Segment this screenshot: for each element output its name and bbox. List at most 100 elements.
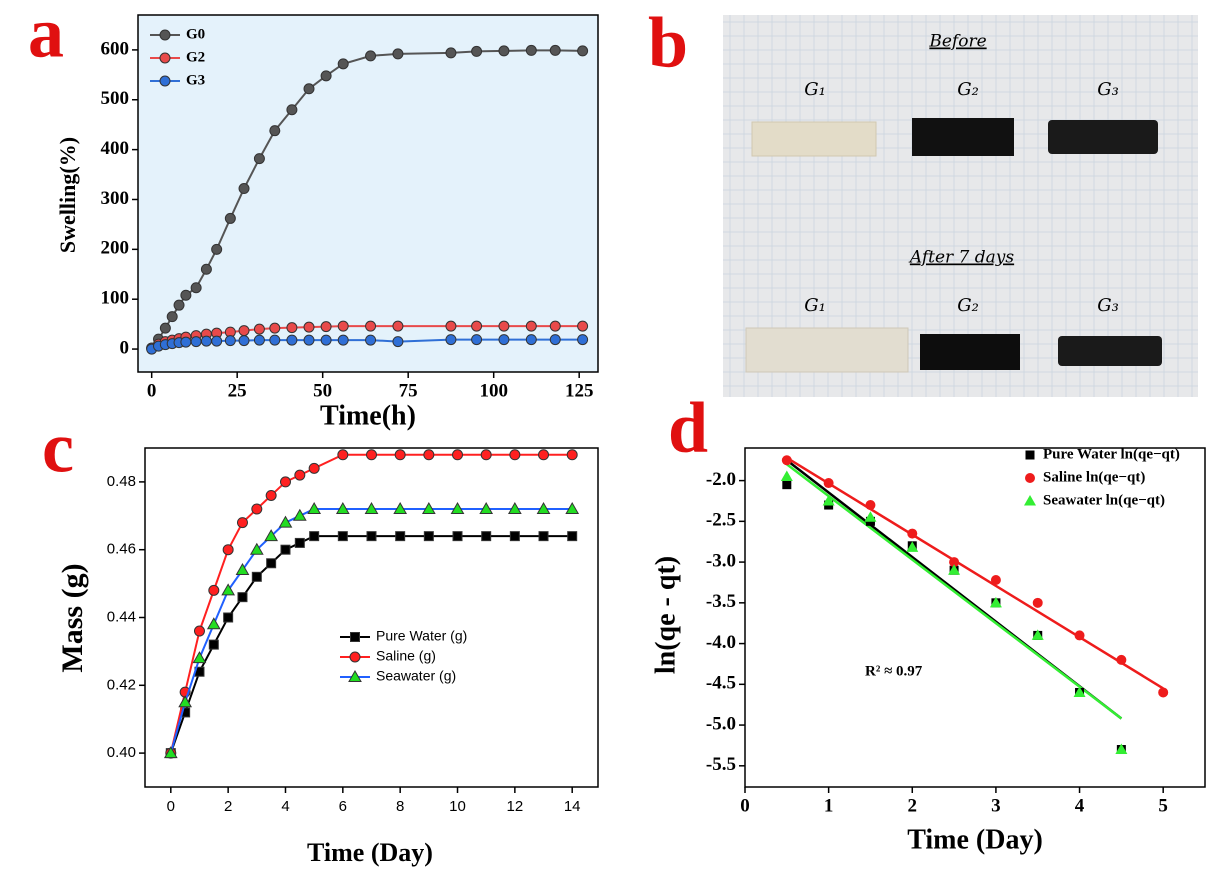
marker [471, 334, 483, 346]
marker [337, 58, 349, 70]
photo-panel: Before G₁ G₂ G₃ After 7 days G₁ G₂ G₃ [723, 15, 1198, 397]
marker [452, 449, 464, 461]
marker [265, 489, 277, 501]
photo-label: G₂ [957, 79, 979, 100]
plot-area [144, 447, 599, 788]
x-tick-label: 75 [399, 380, 418, 401]
marker [480, 449, 492, 461]
marker [253, 334, 265, 346]
marker [238, 335, 250, 347]
legend-marker [159, 52, 171, 64]
sample-strip [1048, 120, 1158, 154]
photo-title: After 7 days [908, 248, 1015, 268]
marker [190, 282, 202, 294]
marker [193, 625, 205, 637]
marker [235, 563, 250, 576]
x-axis-label: Time (Day) [907, 824, 1043, 855]
marker [577, 45, 589, 57]
marker [266, 558, 277, 569]
marker [1158, 687, 1169, 698]
marker [445, 47, 457, 59]
marker [549, 320, 561, 332]
marker [509, 449, 521, 461]
y-tick-label: -2.5 [706, 510, 736, 531]
marker [567, 531, 578, 542]
y-tick-label: 300 [101, 188, 130, 209]
photo-label: G₃ [1097, 295, 1119, 316]
marker [365, 50, 377, 62]
legend-marker [349, 651, 361, 663]
legend-label: Saline (g) [376, 648, 436, 664]
marker [780, 470, 793, 482]
y-tick-label: -4.5 [706, 673, 736, 694]
marker [365, 334, 377, 346]
marker [335, 502, 350, 515]
marker [421, 502, 436, 515]
panel-label: a [28, 0, 64, 73]
marker [221, 583, 236, 596]
x-tick-label: 2 [224, 798, 232, 815]
legend-marker [348, 669, 362, 682]
legend-marker [159, 29, 171, 41]
marker [238, 325, 250, 337]
marker [264, 529, 279, 542]
sample-strip [745, 327, 909, 373]
marker [392, 336, 404, 348]
marker [280, 544, 291, 555]
sample-strip [912, 118, 1014, 156]
x-tick-label: 2 [908, 795, 918, 816]
panel-label: b [648, 3, 688, 83]
marker [303, 321, 315, 333]
marker [365, 320, 377, 332]
marker [565, 502, 580, 515]
marker [309, 531, 320, 542]
marker [948, 564, 961, 575]
marker [294, 469, 306, 481]
legend-marker [1024, 495, 1036, 506]
marker [337, 449, 349, 461]
marker [251, 571, 262, 582]
marker [192, 651, 207, 664]
marker [471, 320, 483, 332]
marker [308, 462, 320, 474]
marker [251, 503, 263, 515]
x-tick-label: 10 [449, 798, 466, 815]
marker [949, 557, 960, 568]
marker [173, 299, 185, 311]
marker [320, 334, 332, 346]
y-tick-label: -4.0 [706, 632, 736, 653]
marker [423, 449, 435, 461]
marker [481, 531, 492, 542]
photo-label: G₁ [804, 295, 826, 316]
y-tick-label: -5.5 [706, 754, 736, 775]
marker [452, 531, 463, 542]
marker [392, 320, 404, 332]
x-tick-label: 0 [147, 380, 157, 401]
photo-title: Before [928, 32, 986, 52]
marker [224, 212, 236, 224]
y-tick-label: 0 [120, 337, 130, 358]
x-tick-label: 0 [167, 798, 175, 815]
chart: 0 2 4 6 8 10 12 14 0.40 0.42 0.44 0.46 0.48 Time (Day… [56, 447, 599, 867]
marker [366, 531, 377, 542]
marker [337, 334, 349, 346]
y-tick-label: 0.46 [107, 541, 136, 558]
x-axis-label: Time(h) [320, 400, 416, 431]
marker [445, 320, 457, 332]
legend-label: Pure Water (g) [376, 628, 467, 644]
legend-label: G2 [186, 49, 205, 65]
marker [238, 183, 250, 195]
legend-label: Seawater (g) [376, 668, 456, 684]
y-tick-label: 600 [101, 38, 130, 59]
sample-strip [751, 121, 877, 157]
marker [237, 592, 248, 603]
marker [498, 45, 510, 57]
marker [249, 542, 264, 555]
marker [566, 449, 578, 461]
legend-label: Saline ln(qe−qt) [1043, 469, 1145, 485]
chart: 0 1 2 3 4 5 -2.0 -2.5 -3.0 -3.5 -4.0 -4.5 -5.0 -5.5 Ti… [650, 446, 1206, 855]
marker [208, 639, 219, 650]
marker [479, 502, 494, 515]
marker [822, 494, 835, 506]
